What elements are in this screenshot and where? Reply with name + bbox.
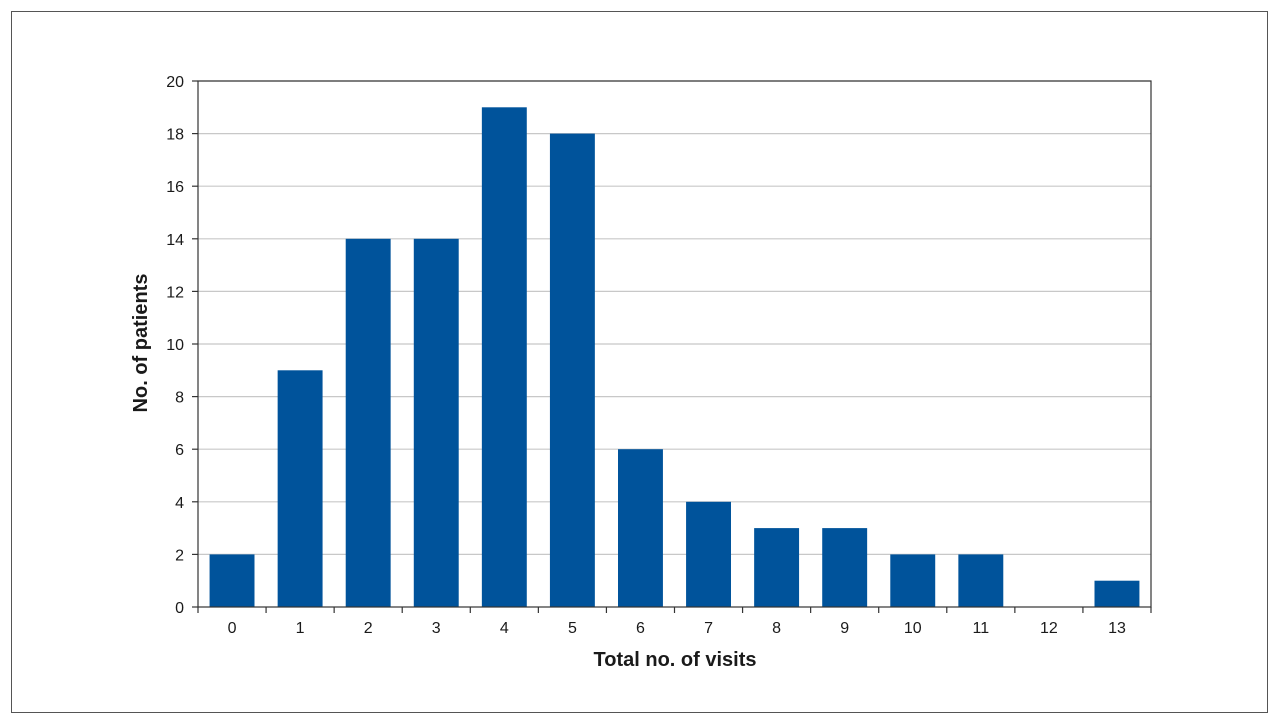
x-tick-label: 1 <box>296 620 305 637</box>
bar <box>1094 580 1140 607</box>
y-tick-label: 4 <box>175 495 184 512</box>
x-axis-title: Total no. of visits <box>594 649 757 671</box>
y-axis-title: No. of patients <box>130 274 152 413</box>
bar <box>209 554 255 607</box>
x-tick-label: 0 <box>228 620 237 637</box>
y-tick-label: 2 <box>175 547 184 564</box>
y-tick-label: 16 <box>166 179 184 196</box>
bar <box>890 554 936 607</box>
gridlines <box>198 80 1151 556</box>
x-tick-label: 9 <box>840 620 849 637</box>
y-tick-label: 12 <box>166 284 184 301</box>
y-tick-label: 6 <box>175 442 184 459</box>
bar <box>958 554 1004 607</box>
bar <box>686 501 731 607</box>
plot-area-border <box>197 80 1152 608</box>
axes <box>192 80 1152 613</box>
x-tick-label: 6 <box>636 620 645 637</box>
x-tick-labels: 0 1 2 3 4 5 6 7 8 9 10 11 12 13 <box>228 620 1126 637</box>
bar <box>413 238 459 608</box>
x-tick-label: 7 <box>704 620 713 637</box>
bar <box>481 107 527 608</box>
y-tick-labels: 0 2 4 6 8 10 12 14 16 18 20 <box>166 74 184 617</box>
bar <box>345 238 391 608</box>
bar <box>822 528 868 607</box>
x-tick-label: 4 <box>500 620 509 637</box>
x-tick-label: 8 <box>772 620 781 637</box>
y-tick-label: 14 <box>166 232 184 249</box>
y-tick-label: 20 <box>166 74 184 91</box>
x-tick-label: 10 <box>904 620 922 637</box>
bars <box>209 107 1140 608</box>
x-tick-label: 3 <box>432 620 441 637</box>
bar <box>618 449 663 607</box>
x-tick-label: 12 <box>1040 620 1058 637</box>
x-tick-label: 13 <box>1108 620 1126 637</box>
bar <box>277 370 323 607</box>
y-tick-label: 18 <box>166 127 184 144</box>
y-tick-label: 0 <box>175 600 184 617</box>
bar <box>754 528 800 607</box>
y-tick-label: 10 <box>166 337 184 354</box>
x-tick-label: 11 <box>973 620 990 637</box>
y-tick-label: 8 <box>175 390 184 407</box>
x-tick-label: 5 <box>568 620 577 637</box>
bar <box>549 133 595 607</box>
x-tick-label: 2 <box>364 620 373 637</box>
